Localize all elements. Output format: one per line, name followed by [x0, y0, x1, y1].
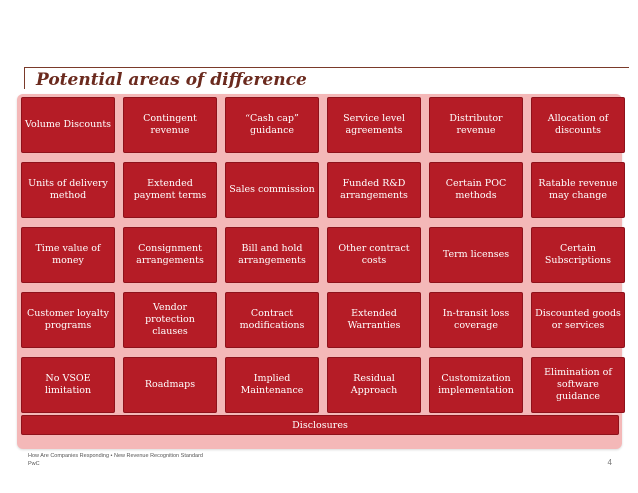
cell-r3-c1: Vendor protection clauses [123, 292, 217, 348]
cell-r3-c2: Contract modifications [225, 292, 319, 348]
slide-title: Potential areas of difference [36, 70, 307, 90]
cell-r3-c3: Extended Warranties [327, 292, 421, 348]
cell-r4-c5: Elimination of software guidance [531, 357, 625, 413]
page-number: 4 [607, 458, 612, 467]
cell-r1-c2: Sales commission [225, 162, 319, 218]
cell-r2-c5: Certain Subscriptions [531, 227, 625, 283]
cell-r0-c3: Service level agreements [327, 97, 421, 153]
cell-r0-c0: Volume Discounts [21, 97, 115, 153]
cell-r4-c3: Residual Approach [327, 357, 421, 413]
footer-source: How Are Companies Responding • New Reven… [28, 453, 203, 459]
cell-r3-c4: In-transit loss coverage [429, 292, 523, 348]
cell-r2-c2: Bill and hold arrangements [225, 227, 319, 283]
cell-r4-c0: No VSOE limitation [21, 357, 115, 413]
cell-r4-c4: Customization implementation [429, 357, 523, 413]
cell-r0-c1: Contingent revenue [123, 97, 217, 153]
cell-r4-c1: Roadmaps [123, 357, 217, 413]
header-rule-left [24, 67, 25, 89]
cell-r1-c4: Certain POC methods [429, 162, 523, 218]
disclosures-bar: Disclosures [21, 415, 619, 435]
cell-r1-c0: Units of delivery method [21, 162, 115, 218]
cell-r1-c5: Ratable revenue may change [531, 162, 625, 218]
cell-r0-c5: Allocation of discounts [531, 97, 625, 153]
footer-company: PwC [28, 461, 40, 467]
cell-r0-c2: “Cash cap” guidance [225, 97, 319, 153]
footer: How Are Companies Responding • New Reven… [28, 452, 203, 468]
cell-r2-c3: Other contract costs [327, 227, 421, 283]
cell-r2-c4: Term licenses [429, 227, 523, 283]
cell-r4-c2: Implied Maintenance [225, 357, 319, 413]
cell-r1-c3: Funded R&D arrangements [327, 162, 421, 218]
difference-grid: Volume Discounts Contingent revenue “Cas… [21, 97, 625, 413]
cell-r3-c5: Discounted goods or services [531, 292, 625, 348]
cell-r3-c0: Customer loyalty programs [21, 292, 115, 348]
cell-r0-c4: Distributor revenue [429, 97, 523, 153]
cell-r1-c1: Extended payment terms [123, 162, 217, 218]
cell-r2-c1: Consignment arrangements [123, 227, 217, 283]
cell-r2-c0: Time value of money [21, 227, 115, 283]
header-rule [24, 67, 629, 68]
